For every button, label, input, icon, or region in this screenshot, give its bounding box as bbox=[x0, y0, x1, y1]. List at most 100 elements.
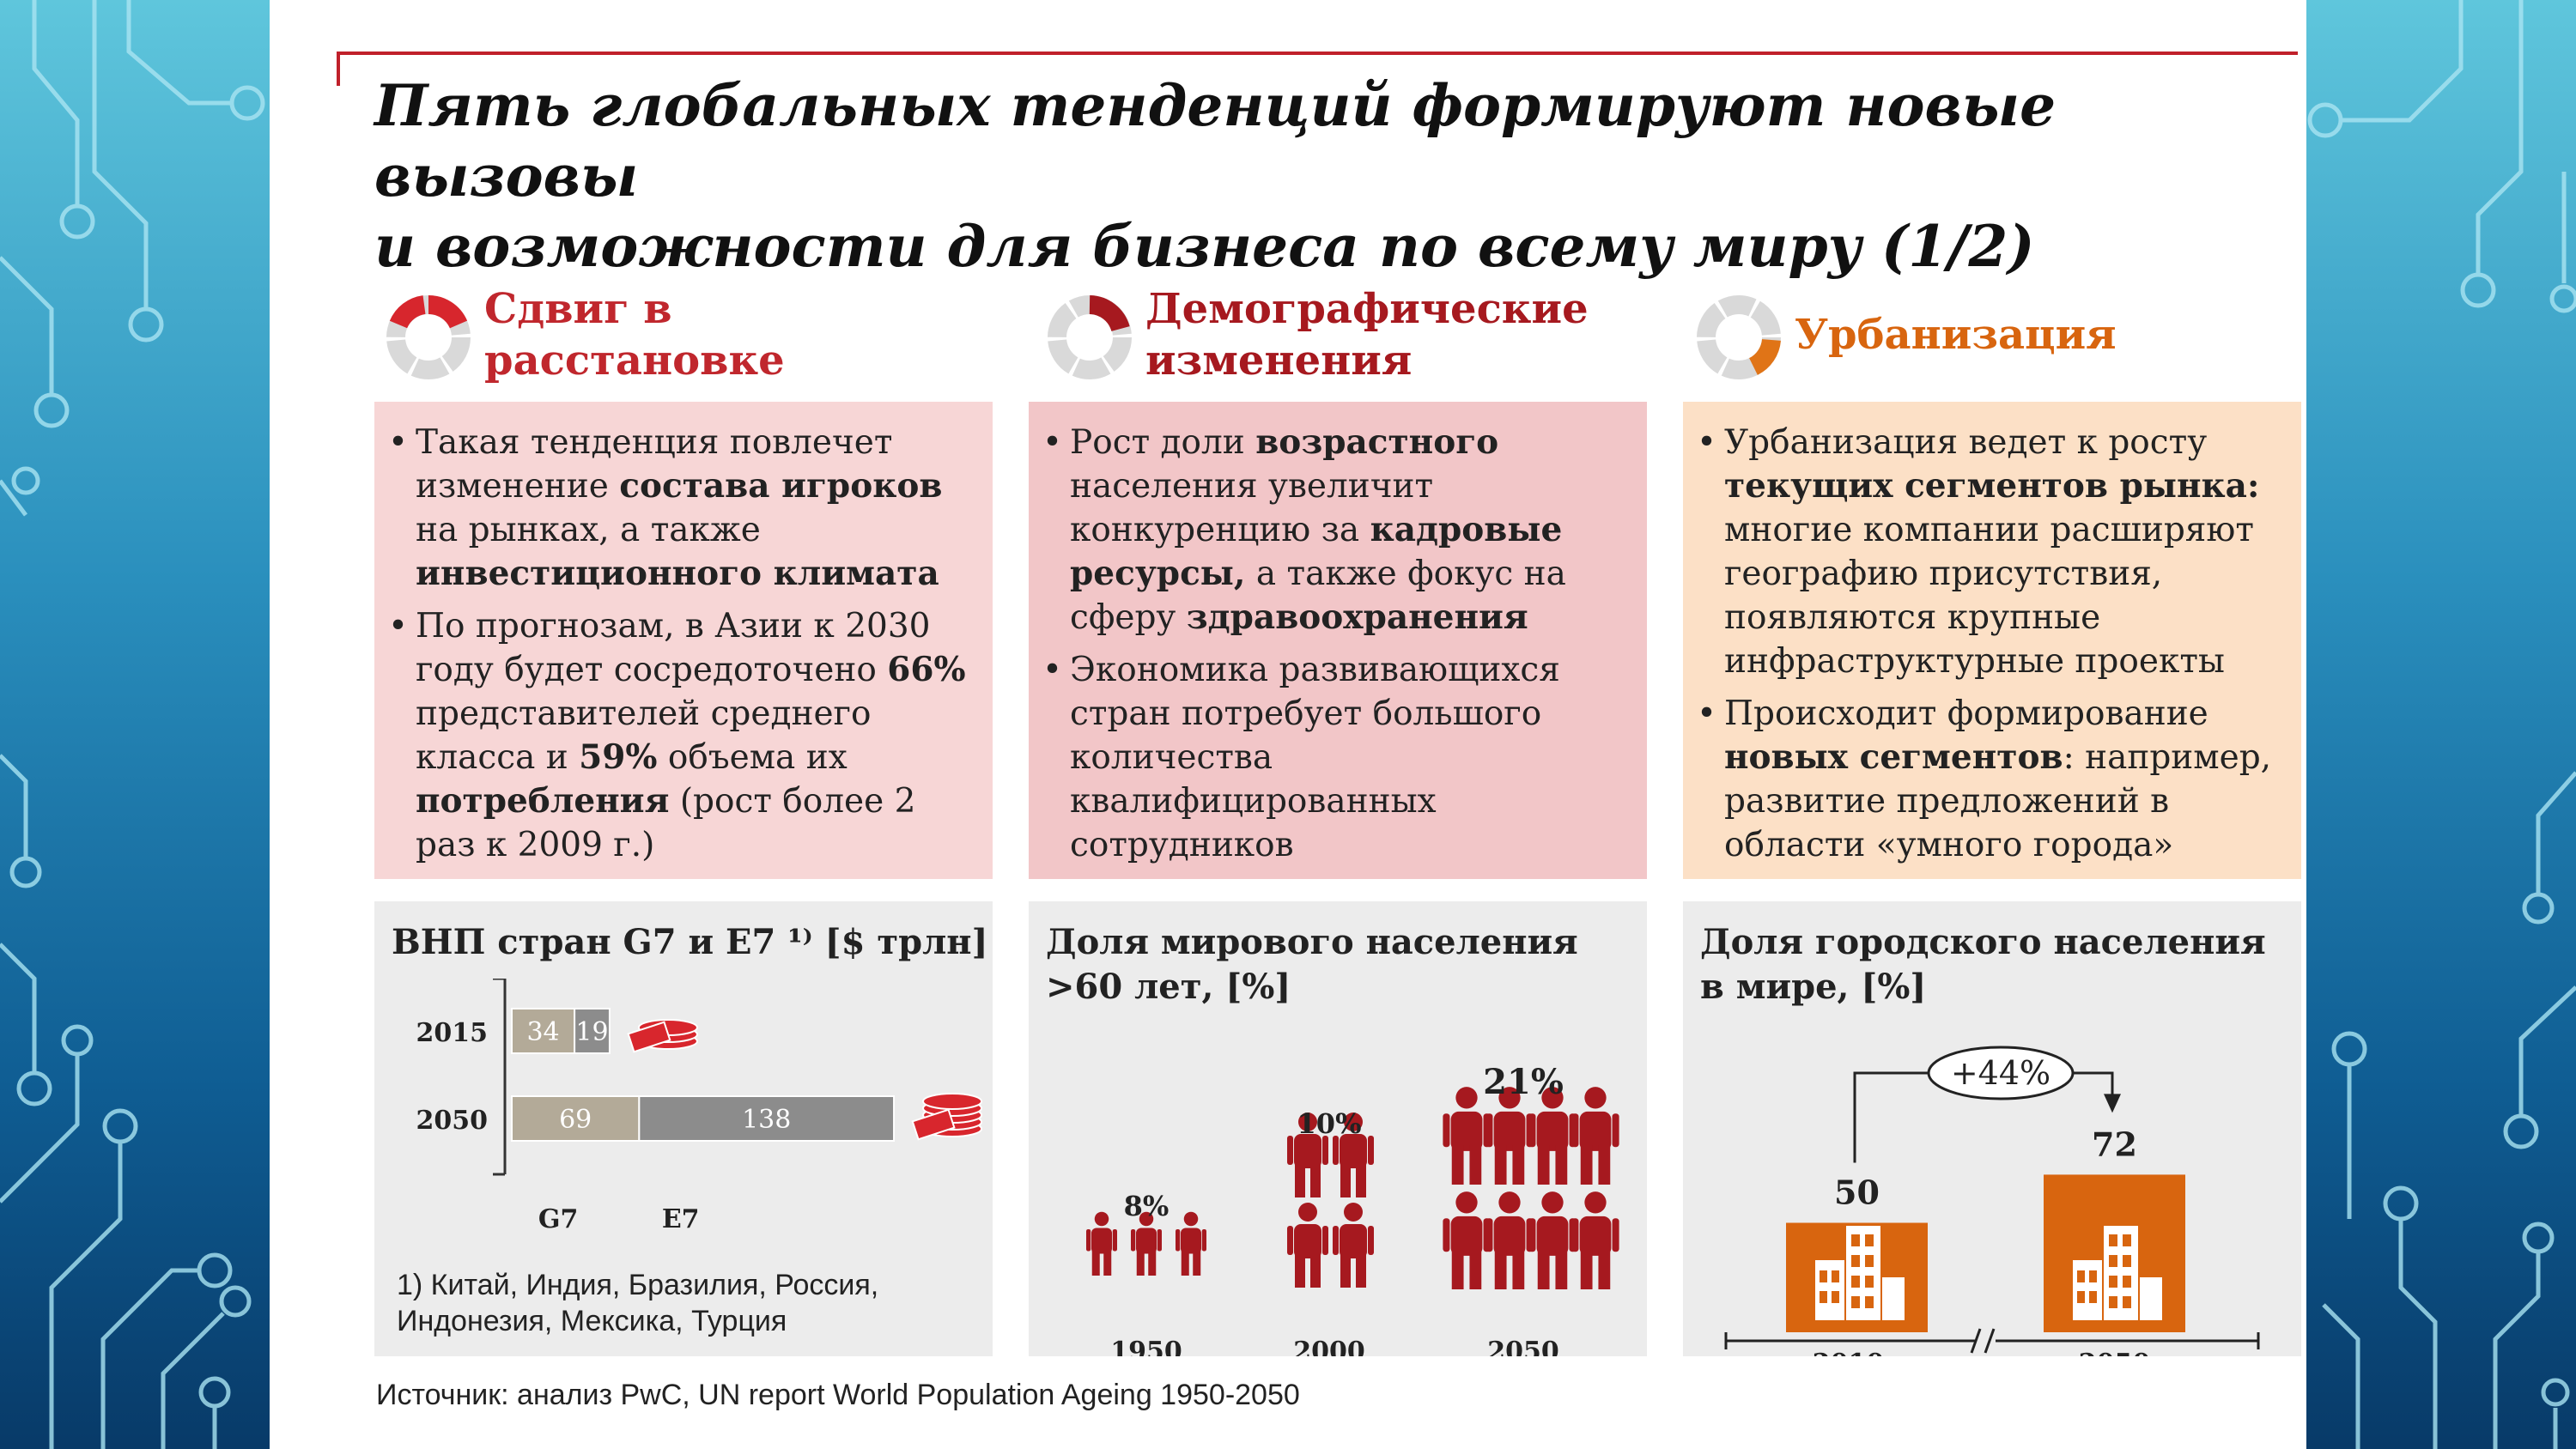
person-leg bbox=[1181, 1250, 1189, 1276]
person-head bbox=[1094, 1211, 1109, 1227]
bullet-bold: возрастного bbox=[1255, 422, 1499, 462]
person-icon bbox=[1443, 1087, 1491, 1185]
person-head bbox=[1541, 1087, 1564, 1109]
person-icon bbox=[1131, 1211, 1162, 1276]
heading-line2: изменения bbox=[1145, 336, 1413, 385]
building-window bbox=[2123, 1234, 2131, 1246]
person-arm bbox=[1131, 1229, 1136, 1252]
person-arm bbox=[1112, 1229, 1117, 1252]
person-arm bbox=[1368, 1136, 1374, 1165]
person-head bbox=[1298, 1113, 1317, 1131]
gnp-chart: 2015 34 19 2050 69 138 G7 E7 bbox=[416, 979, 983, 1234]
building-window bbox=[2109, 1296, 2117, 1308]
building-window bbox=[2109, 1234, 2117, 1246]
building-shape bbox=[1815, 1260, 1844, 1320]
person-leg bbox=[1494, 1145, 1507, 1185]
building-window bbox=[2089, 1270, 2097, 1282]
person-arm bbox=[1485, 1218, 1493, 1252]
person-arm bbox=[1322, 1226, 1328, 1255]
person-arm bbox=[1571, 1113, 1579, 1148]
bullet-text: (рост более 2 раз к 2009 г.) bbox=[416, 782, 916, 864]
person-leg bbox=[1356, 1163, 1366, 1197]
bullet-item: Рост доли возрастного населения увеличит… bbox=[1042, 421, 1631, 640]
person-leg bbox=[1512, 1145, 1525, 1185]
building-window bbox=[1865, 1296, 1874, 1308]
person-arm bbox=[1612, 1218, 1619, 1252]
page-title-line1: Пять глобальных тенденций формируют новы… bbox=[374, 72, 2057, 209]
data-label: 19 bbox=[575, 1017, 608, 1047]
bullet-item: Происходит формирование новых сегментов:… bbox=[1697, 692, 2286, 867]
circuit-pattern-right bbox=[2307, 0, 2576, 1449]
person-leg bbox=[1136, 1250, 1145, 1276]
bullet-text: Экономика развивающихся стран потребует … bbox=[1070, 651, 1560, 864]
building-window bbox=[1832, 1291, 1839, 1303]
donut-icon bbox=[386, 294, 471, 379]
category-label: 2015 bbox=[416, 1018, 489, 1048]
bullet-bold: кадровые ресурсы, bbox=[1070, 510, 1563, 593]
chart-footnote: 1) Китай, Индия, Бразилия, Россия, Индон… bbox=[397, 1269, 879, 1337]
urban-chart: 50 2010 72 2050 +44% bbox=[1724, 1046, 2260, 1356]
data-label: 50 bbox=[1834, 1173, 1880, 1212]
person-arm bbox=[1485, 1113, 1493, 1148]
page-title: Пять глобальных тенденций формируют новы… bbox=[374, 70, 2298, 282]
person-leg bbox=[1340, 1253, 1351, 1288]
banknote-shape bbox=[627, 1021, 671, 1053]
person-head bbox=[1498, 1087, 1521, 1109]
bullet-bold: 59% bbox=[579, 737, 658, 777]
chart-title: Доля мирового населения >60 лет, [%] bbox=[1046, 920, 1578, 1009]
source-note: Источник: анализ PwC, UN report World Po… bbox=[376, 1379, 1300, 1411]
person-leg bbox=[1598, 1145, 1611, 1185]
person-body bbox=[1450, 1216, 1483, 1256]
person-leg bbox=[1451, 1145, 1464, 1185]
person-leg bbox=[1356, 1253, 1366, 1288]
bullet-bold: здравоохранения bbox=[1186, 597, 1528, 637]
person-leg bbox=[1555, 1145, 1568, 1185]
person-body bbox=[1579, 1111, 1612, 1151]
donut-icon bbox=[1697, 295, 1781, 379]
coin-shape bbox=[922, 1093, 983, 1110]
person-arm bbox=[1368, 1226, 1374, 1255]
building-window bbox=[2109, 1276, 2117, 1288]
bullet-item: Такая тенденция повлечет изменение соста… bbox=[388, 421, 977, 596]
growth-label: +44% bbox=[1951, 1054, 2050, 1092]
legend-g7: G7 bbox=[538, 1204, 579, 1234]
data-label: 34 bbox=[526, 1017, 559, 1047]
person-arm bbox=[1612, 1113, 1619, 1148]
building-window bbox=[2123, 1276, 2131, 1288]
money-stack-icon bbox=[627, 1019, 698, 1053]
person-body bbox=[1493, 1216, 1526, 1256]
person-head bbox=[1183, 1211, 1199, 1227]
person-body bbox=[1340, 1134, 1367, 1168]
growth-badge bbox=[1927, 1046, 2075, 1100]
person-leg bbox=[1598, 1250, 1611, 1289]
person-head bbox=[1455, 1191, 1478, 1214]
background-left bbox=[0, 0, 270, 1449]
person-icon bbox=[1333, 1203, 1374, 1288]
chart-title-line1: Доля городского населения bbox=[1700, 922, 2266, 962]
person-body bbox=[1450, 1111, 1483, 1151]
person-leg bbox=[1091, 1250, 1100, 1276]
building-shape bbox=[2140, 1277, 2162, 1320]
person-arm bbox=[1201, 1229, 1206, 1252]
bullet-text: представителей среднего класса и bbox=[416, 694, 872, 777]
person-arm bbox=[1086, 1229, 1091, 1252]
chart-title-line2: >60 лет, [%] bbox=[1046, 967, 1291, 1007]
bullet-item: По прогнозам, в Азии к 2030 году будет с… bbox=[388, 604, 977, 867]
person-body bbox=[1136, 1228, 1157, 1254]
person-head bbox=[1139, 1211, 1154, 1227]
column-heading-text: Урбанизация bbox=[1795, 309, 2117, 361]
person-head bbox=[1541, 1191, 1564, 1214]
title-rule-tick bbox=[337, 52, 340, 86]
data-label: 72 bbox=[2092, 1125, 2137, 1163]
column-heading-text: Демографические изменения bbox=[1145, 283, 1589, 386]
person-icon bbox=[1571, 1191, 1619, 1289]
data-label: 69 bbox=[559, 1105, 592, 1135]
person-arm bbox=[1333, 1226, 1339, 1255]
person-arm bbox=[1528, 1218, 1536, 1252]
donut-icon bbox=[1048, 295, 1132, 379]
person-body bbox=[1294, 1134, 1321, 1168]
person-icon bbox=[1176, 1211, 1206, 1276]
chart-title-line2: в мире, [%] bbox=[1700, 967, 1927, 1007]
person-leg bbox=[1295, 1163, 1305, 1197]
axis-break-mark bbox=[1970, 1328, 1982, 1354]
